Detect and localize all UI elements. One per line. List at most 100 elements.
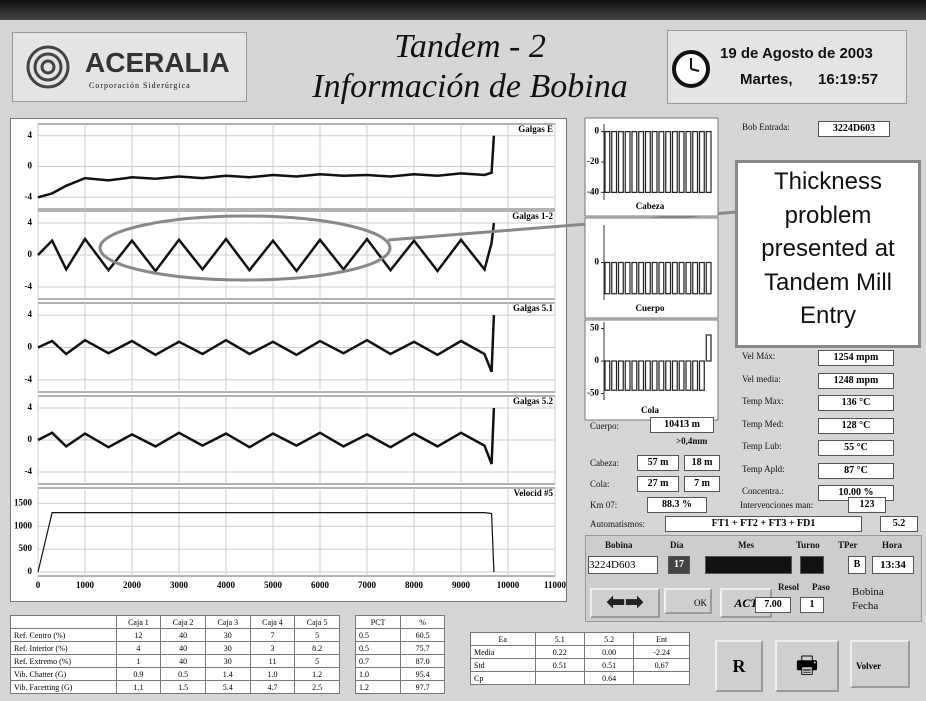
y-tick-label: 4 [28,402,33,412]
act-button[interactable]: ACT [720,588,772,618]
bar [671,261,678,295]
table-cell: 40 [160,641,206,655]
field-value: 123 [848,497,886,513]
table-cell: Caja 3 [204,615,251,629]
table-cell: 12 [115,628,162,642]
bar [611,261,618,295]
input[interactable]: 3224D603 [588,556,658,574]
nav-arrows[interactable]: ⬅➡ [590,588,660,618]
bar [692,261,699,295]
x-tick-label: 9000 [452,580,471,590]
input[interactable]: 13:34 [872,556,914,574]
control-label: Paso [812,582,830,592]
table-cell: 3 [249,641,296,655]
chart-label: Galgas E [518,124,553,134]
input[interactable]: 7.00 [755,597,791,613]
dropdown[interactable] [705,556,792,574]
y-tick-label: 0 [28,161,33,171]
bar [644,131,651,194]
table-cell: 5.1 [534,632,585,646]
bar [685,360,692,391]
control-header: TPer [838,540,858,550]
volver-button[interactable]: Volver [850,640,910,688]
field-label: Vel media: [742,373,781,384]
y-tick-label: 0 [28,434,33,444]
table-cell: Ref. Extremo (%) [10,654,117,668]
field-value: 1248 mpm [818,372,894,389]
weekday: Martes, [740,71,793,88]
control-label: Resol [778,582,799,592]
date: 19 de Agosto de 2003 [720,45,873,62]
field-label: Intervenciones man: [740,500,814,510]
trace [37,315,496,373]
profile-label: Cuerpo [636,303,665,313]
dropdown[interactable] [800,556,824,574]
bar [604,261,611,295]
field-value: 88.3 % [647,497,707,513]
input[interactable]: 17 [668,556,690,574]
y-tick-label: -40 [587,186,599,196]
table-cell: Cp [470,671,536,685]
field-value: 5.2 [880,516,918,532]
field-label: Cuerpo: [590,421,619,431]
bar [611,360,618,391]
table-cell: 7 [249,628,296,642]
profile-label: Cola [641,405,660,415]
radio-label[interactable]: Bobina [852,586,884,598]
table-cell: 5.2 [583,632,635,646]
table-cell: 60.5 [400,628,445,642]
table-cell: 0.9 [115,667,162,681]
x-tick-label: 1000 [76,580,95,590]
table-cell: 4.7 [249,680,296,694]
bar [631,360,638,391]
field-value: 18 m [684,455,720,471]
table-cell: Caja 5 [294,615,340,629]
chart-label: Galgas 5.2 [513,396,554,406]
field-value: 55 °C [818,440,894,456]
table-cell: 0.7 [354,654,402,668]
y-tick-label: 0 [28,566,33,576]
title-2: Información de Bobina [312,68,628,105]
table-cell [10,615,117,629]
y-tick-label: 0 [595,355,600,365]
field-value: 10413 m [650,417,714,433]
table-cell: Ref. Centro (%) [10,628,117,642]
bar [685,131,692,194]
table-cell: 40 [160,628,206,642]
y-tick-label: 1500 [14,497,33,507]
r-button[interactable]: R [715,640,763,692]
x-tick-label: 3000 [170,580,189,590]
input[interactable]: B [848,556,866,574]
radio-label[interactable]: Fecha [852,600,879,612]
table-cell: 1.0 [249,667,296,681]
y-tick-label: 50 [590,323,600,333]
table-cell: % [400,615,445,629]
table-cell: 30 [204,641,251,655]
bar [658,131,665,194]
table-cell: 1.2 [354,680,402,694]
bar [658,360,665,391]
print-button[interactable]: 🖶 [775,640,839,692]
top-bar [0,0,926,20]
bar [604,131,611,194]
logo-icon [26,45,70,89]
bar [638,360,645,391]
table-cell: Caja 1 [115,615,162,629]
table-cell: 87.0 [400,654,445,668]
bar [705,261,712,295]
ok-button[interactable]: OK [664,588,712,614]
y-tick-label: 1000 [14,520,33,530]
bar [617,131,624,194]
y-tick-label: 4 [28,309,33,319]
table-cell: Caja 4 [249,615,296,629]
bar [678,131,685,194]
field-label: Temp Med: [742,418,784,429]
bar [671,131,678,194]
table-cell: 30 [204,654,251,668]
field-value: FT1 + FT2 + FT3 + FD1 [665,516,862,532]
bar [651,131,658,194]
input[interactable]: 1 [800,597,824,613]
pct-table: PCT% 0.5 60.5 0.5 75.7 0.7 87.0 1.0 95.4 1.2 97.7 [354,615,445,694]
table-cell: 1.5 [160,680,206,694]
plot-frame [37,487,556,577]
